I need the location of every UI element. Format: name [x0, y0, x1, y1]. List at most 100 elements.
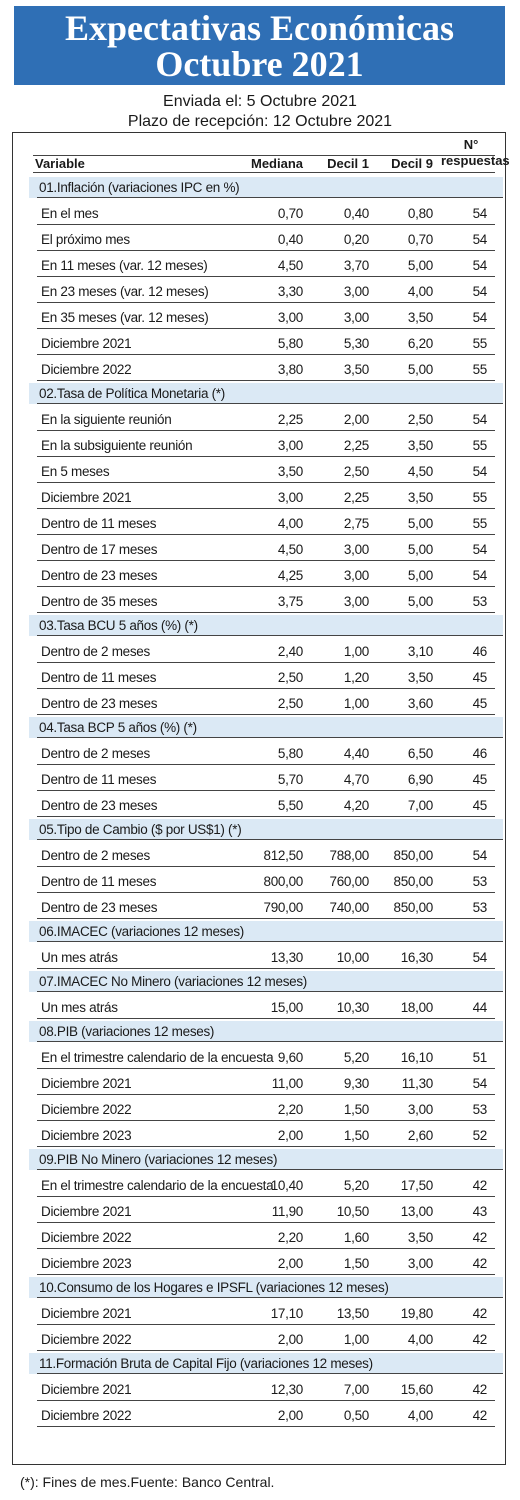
row-rule [37, 1400, 495, 1401]
decil9-value: 3,10 [407, 644, 433, 659]
decil1-value: 2,75 [343, 516, 369, 531]
decil9-value: 15,60 [400, 1382, 434, 1397]
mediana-value: 0,40 [277, 232, 303, 247]
mediana-value: 800,00 [263, 874, 304, 889]
row-rule [37, 1274, 495, 1275]
decil1-value: 10,30 [336, 1000, 370, 1015]
section-rule [37, 635, 503, 636]
section-header: 02.Tasa de Política Monetaria (*) [29, 383, 503, 404]
decil9-value: 0,80 [407, 206, 433, 221]
decil1-value: 2,25 [343, 438, 369, 453]
row-label: Diciembre 2021 [41, 490, 132, 505]
section-title: 10.Consumo de los Hogares e IPSFL (varia… [39, 1280, 389, 1295]
decil9-value: 3,50 [407, 310, 433, 325]
row-label: Diciembre 2021 [41, 1382, 132, 1397]
table-row: Diciembre 2023 2,00 1,50 3,00 42 [13, 1251, 505, 1277]
row-rule [37, 1018, 495, 1019]
row-rule [37, 764, 495, 765]
row-rule [37, 456, 495, 457]
row-rule [37, 586, 495, 587]
table-row: En la siguiente reunión 2,25 2,00 2,50 54 [13, 407, 505, 433]
mediana-value: 11,90 [271, 1204, 304, 1219]
row-rule [37, 1222, 495, 1223]
mediana-value: 12,30 [270, 1382, 304, 1397]
respuestas-value: 53 [472, 874, 488, 889]
table-row: En 23 meses (var. 12 meses) 3,30 3,00 4,00 5… [13, 279, 505, 305]
table-header: Variable Mediana Decil 1 Decil 9 N° resp… [13, 133, 510, 173]
table-row: El próximo mes 0,40 0,20 0,70 54 [13, 227, 505, 253]
header-bottom-rule [33, 172, 495, 173]
row-rule [37, 1324, 495, 1325]
respuestas-value: 54 [472, 310, 488, 325]
row-rule [37, 1248, 495, 1249]
mediana-value: 4,50 [277, 258, 303, 273]
mediana-value: 0,70 [277, 206, 303, 221]
section-header: 05.Tipo de Cambio ($ por US$1) (*) [29, 819, 503, 840]
mediana-value: 5,80 [277, 746, 303, 761]
table-row: Dentro de 23 meses 4,25 3,00 5,00 54 [13, 563, 505, 589]
respuestas-value: 54 [472, 1076, 488, 1091]
decil1-value: 1,50 [343, 1102, 369, 1117]
row-rule [37, 892, 495, 893]
row-rule [37, 688, 495, 689]
section-title: 06.IMACEC (variaciones 12 meses) [39, 924, 244, 939]
footnote: (*): Fines de mes.Fuente: Banco Central. [20, 1474, 275, 1490]
mediana-value: 3,00 [277, 310, 303, 325]
row-rule [37, 250, 495, 251]
mediana-value: 812,50 [263, 848, 304, 863]
row-label: Dentro de 17 meses [41, 542, 158, 557]
respuestas-value: 42 [472, 1256, 488, 1271]
table-row: Diciembre 2022 2,20 1,50 3,00 53 [13, 1097, 505, 1123]
decil1-value: 3,70 [343, 258, 369, 273]
decil9-value: 3,50 [407, 1230, 433, 1245]
decil9-value: 6,20 [407, 336, 433, 351]
table-row: Diciembre 2022 3,80 3,50 5,00 55 [13, 357, 505, 383]
row-label: Dentro de 35 meses [41, 594, 158, 609]
row-label: Un mes atrás [41, 950, 118, 965]
title-banner: Expectativas Económicas Octubre 2021 [14, 6, 505, 85]
respuestas-value: 53 [472, 1102, 488, 1117]
respuestas-value: 54 [472, 464, 488, 479]
section-rule [37, 1041, 503, 1042]
decil9-value: 13,00 [400, 1204, 434, 1219]
table-row: Dentro de 23 meses 5,50 4,20 7,00 45 [13, 793, 505, 819]
mediana-value: 3,50 [277, 464, 303, 479]
decil1-value: 3,00 [343, 594, 369, 609]
mediana-value: 2,40 [277, 644, 303, 659]
table-row: Diciembre 2021 5,80 5,30 6,20 55 [13, 331, 505, 357]
row-rule [37, 1120, 495, 1121]
row-label: Dentro de 2 meses [41, 848, 150, 863]
respuestas-value: 52 [472, 1128, 488, 1143]
decil1-value: 9,30 [343, 1076, 369, 1091]
row-label: Diciembre 2022 [41, 1102, 132, 1117]
decil1-value: 2,00 [343, 412, 369, 427]
mediana-value: 4,50 [277, 542, 303, 557]
table-row: Dentro de 17 meses 4,50 3,00 5,00 54 [13, 537, 505, 563]
mediana-value: 4,00 [277, 516, 303, 531]
decil1-value: 740,00 [329, 900, 370, 915]
section-title: 05.Tipo de Cambio ($ por US$1) (*) [39, 822, 242, 837]
section-title: 03.Tasa BCU 5 años (%) (*) [39, 618, 198, 633]
mediana-value: 13,30 [270, 950, 304, 965]
decil9-value: 2,50 [407, 412, 433, 427]
section-header: 10.Consumo de los Hogares e IPSFL (varia… [29, 1277, 503, 1298]
decil9-value: 3,00 [407, 1102, 433, 1117]
decil1-value: 1,50 [343, 1128, 369, 1143]
decil1-value: 760,00 [329, 874, 370, 889]
decil1-value: 10,00 [336, 950, 370, 965]
decil1-value: 2,50 [343, 464, 369, 479]
decil1-value: 4,40 [343, 746, 369, 761]
mediana-value: 5,70 [277, 772, 303, 787]
respuestas-value: 43 [472, 1204, 488, 1219]
decil1-value: 4,70 [343, 772, 369, 787]
row-label: Dentro de 2 meses [41, 746, 150, 761]
row-label: Dentro de 23 meses [41, 798, 158, 813]
respuestas-value: 55 [472, 362, 488, 377]
respuestas-value: 54 [472, 950, 488, 965]
row-rule [37, 1196, 495, 1197]
row-label: Dentro de 23 meses [41, 900, 158, 915]
section-title: 11.Formación Bruta de Capital Fijo (vari… [39, 1356, 373, 1371]
respuestas-value: 54 [472, 542, 488, 557]
decil9-value: 5,00 [407, 568, 433, 583]
row-rule [37, 790, 495, 791]
